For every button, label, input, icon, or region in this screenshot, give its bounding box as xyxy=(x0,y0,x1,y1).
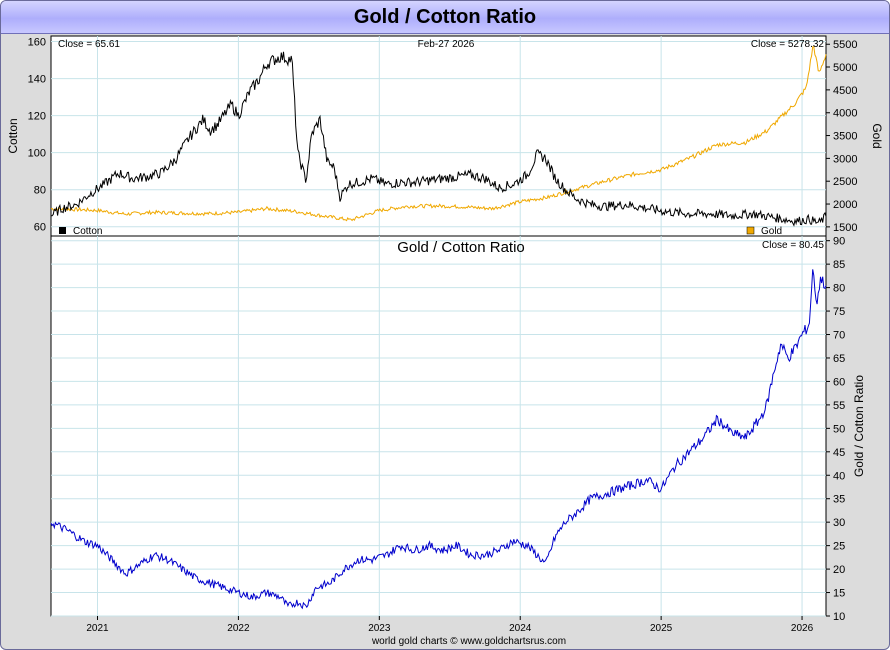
lower-panel: 10 15 20 25 30 35 40 45 50 55 60 65 70 75 80 85 90 Gold … xyxy=(50,235,866,623)
ratio-tick-75: 75 xyxy=(833,306,845,318)
ratio-tick-85: 85 xyxy=(833,259,845,271)
gold-legend-swatch xyxy=(746,226,755,235)
cotton-tick-100: 100 xyxy=(28,148,46,160)
ratio-tick-10: 10 xyxy=(833,611,845,623)
ratio-close-label: Close = 80.45 xyxy=(762,240,824,251)
lower-grid xyxy=(51,236,826,617)
gold-tick-5500: 5500 xyxy=(833,39,857,51)
cotton-line xyxy=(51,51,827,227)
gold-tick-4500: 4500 xyxy=(833,85,857,97)
chart-title: Gold / Cotton Ratio xyxy=(1,1,889,34)
gold-tick-5000: 5000 xyxy=(833,62,857,74)
x-tick-label-2026: 2026 xyxy=(791,623,814,634)
cotton-legend-swatch xyxy=(59,227,66,234)
ratio-line xyxy=(50,269,827,610)
ratio-tick-20: 20 xyxy=(833,564,845,576)
cotton-legend-label: Cotton xyxy=(73,226,102,237)
ratio-tick-25: 25 xyxy=(833,541,845,553)
ratio-tick-90: 90 xyxy=(833,236,845,248)
cotton-tick-80: 80 xyxy=(34,185,46,197)
gold-tick-3000: 3000 xyxy=(833,153,857,165)
date-label: Feb-27 2026 xyxy=(418,39,475,50)
upper-series xyxy=(50,46,827,227)
x-tick-label-2025: 2025 xyxy=(650,623,673,634)
cotton-close-label: Close = 65.61 xyxy=(58,39,120,50)
cotton-tick-140: 140 xyxy=(28,74,46,86)
ratio-axis-title: Gold / Cotton Ratio xyxy=(852,375,866,477)
lower-panel-background xyxy=(50,235,827,617)
ratio-tick-45: 45 xyxy=(833,447,845,459)
upper-panel: 60 80 100 120 140 160 1500 2000 2500 3000 3500 400… xyxy=(6,35,884,237)
gold-tick-4000: 4000 xyxy=(833,108,857,120)
ratio-tick-35: 35 xyxy=(833,494,845,506)
x-tick-label-2024: 2024 xyxy=(509,623,532,634)
lower-series xyxy=(50,269,827,610)
ratio-tick-30: 30 xyxy=(833,517,845,529)
cotton-axis-title: Cotton xyxy=(6,118,20,153)
gold-tick-3500: 3500 xyxy=(833,131,857,143)
ratio-tick-65: 65 xyxy=(833,353,845,365)
gold-tick-2500: 2500 xyxy=(833,176,857,188)
gold-close-label: Close = 5278.32 xyxy=(751,39,825,50)
x-tick-label-2022: 2022 xyxy=(227,623,250,634)
cotton-tick-160: 160 xyxy=(28,37,46,49)
gold-tick-1500: 1500 xyxy=(833,222,857,234)
ratio-tick-40: 40 xyxy=(833,470,845,482)
ratio-panel-title: Gold / Cotton Ratio xyxy=(397,239,525,256)
gold-legend-label: Gold xyxy=(761,226,782,237)
cotton-axis-ticks: 60 80 100 120 140 160 xyxy=(28,37,46,234)
gold-tick-2000: 2000 xyxy=(833,199,857,211)
ratio-tick-70: 70 xyxy=(833,330,845,342)
x-axis-ticks: 2021 2022 2023 2024 2025 2026 xyxy=(86,616,814,634)
ratio-tick-50: 50 xyxy=(833,423,845,435)
cotton-tick-60: 60 xyxy=(34,222,46,234)
gold-line xyxy=(50,46,827,222)
footer-credit: world gold charts © www.goldchartsrus.co… xyxy=(371,636,566,647)
ratio-axis-ticks: 10 15 20 25 30 35 40 45 50 55 60 65 70 75 80 85 90 xyxy=(826,236,845,623)
x-tick-label-2023: 2023 xyxy=(368,623,391,634)
cotton-tick-120: 120 xyxy=(28,111,46,123)
ratio-tick-60: 60 xyxy=(833,376,845,388)
gold-axis-ticks: 1500 2000 2500 3000 3500 4000 4500 5000 5500 xyxy=(826,39,857,234)
ratio-tick-80: 80 xyxy=(833,283,845,295)
upper-panel-background xyxy=(50,35,827,237)
ratio-tick-15: 15 xyxy=(833,588,845,600)
x-tick-label-2021: 2021 xyxy=(86,623,109,634)
gold-axis-title: Gold xyxy=(870,123,884,148)
ratio-tick-55: 55 xyxy=(833,400,845,412)
